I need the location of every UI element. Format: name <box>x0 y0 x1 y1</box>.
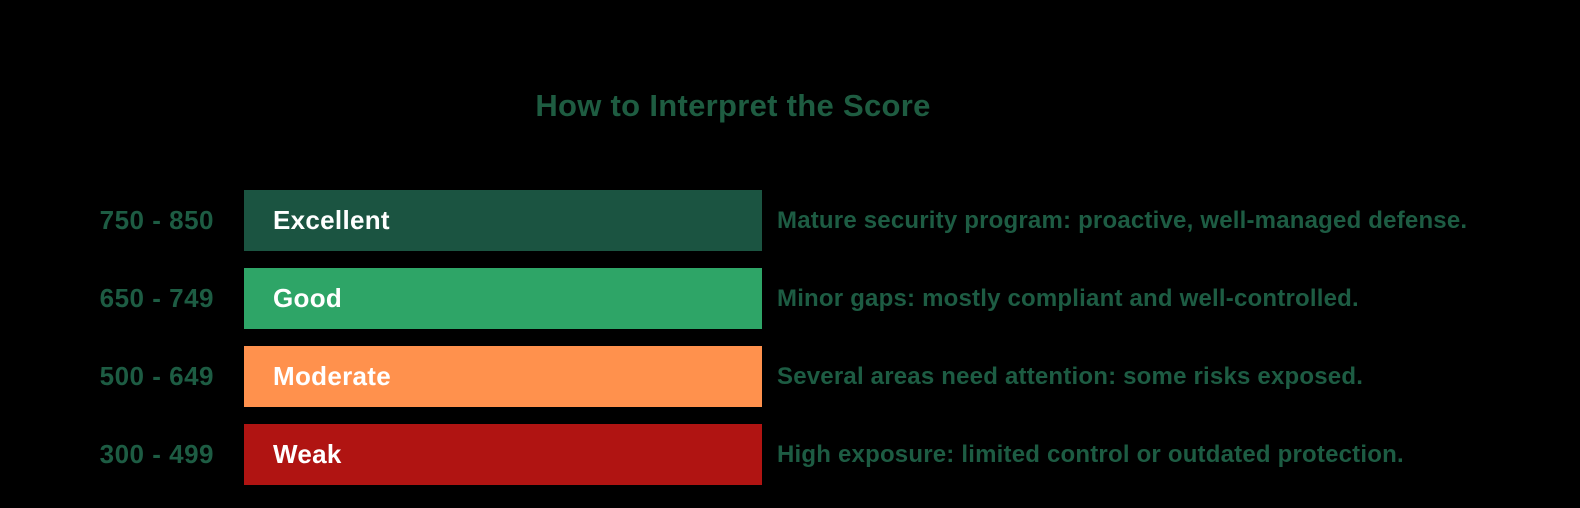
rating-description: High exposure: limited control or outdat… <box>777 440 1404 468</box>
rating-label: Weak <box>273 439 342 469</box>
rating-description: Several areas need attention: some risks… <box>777 362 1364 390</box>
excellent-color-bar: Excellent <box>244 190 762 251</box>
score-band-row-good: 650 - 749 Good Minor gaps: mostly compli… <box>0 268 1580 329</box>
page-title: How to Interpret the Score <box>535 88 931 123</box>
rating-description: Mature security program: proactive, well… <box>777 206 1468 234</box>
score-range-label: 300 - 499 <box>99 439 214 469</box>
score-band-row-excellent: 750 - 850 Excellent Mature security prog… <box>0 190 1580 251</box>
score-range-label: 650 - 749 <box>99 283 214 313</box>
score-range-label: 750 - 850 <box>99 205 214 235</box>
rating-description: Minor gaps: mostly compliant and well-co… <box>777 284 1359 312</box>
rating-label: Good <box>273 283 343 313</box>
moderate-color-bar: Moderate <box>244 346 762 407</box>
rating-label: Excellent <box>273 205 390 235</box>
weak-color-bar: Weak <box>244 424 762 485</box>
score-band-row-weak: 300 - 499 Weak High exposure: limited co… <box>0 424 1580 485</box>
good-color-bar: Good <box>244 268 762 329</box>
score-range-label: 500 - 649 <box>99 361 214 391</box>
rating-label: Moderate <box>273 361 391 391</box>
score-band-list: 750 - 850 Excellent Mature security prog… <box>0 190 1580 502</box>
score-band-row-moderate: 500 - 649 Moderate Several areas need at… <box>0 346 1580 407</box>
